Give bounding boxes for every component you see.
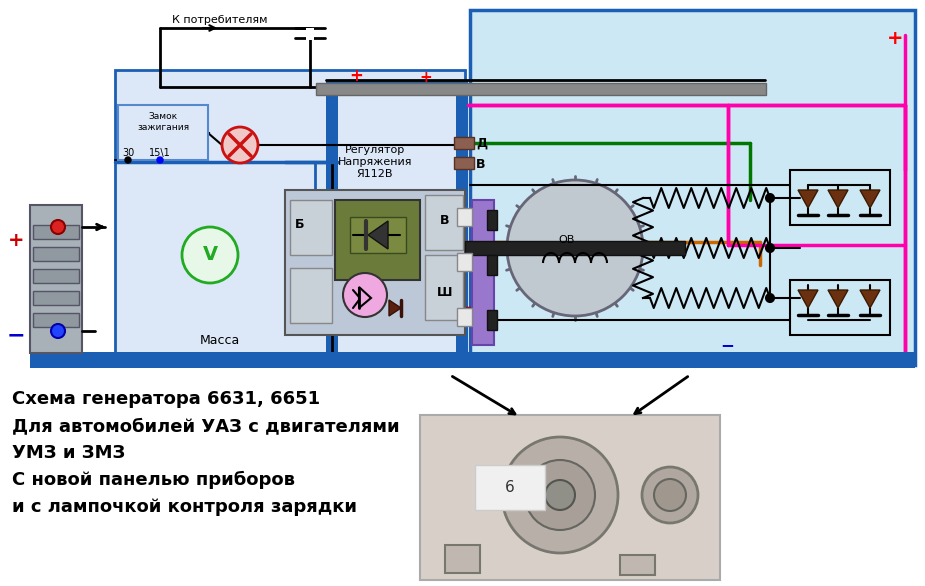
Bar — [33, 269, 79, 283]
Text: В: В — [440, 213, 450, 227]
Text: Регулятор
Напряжения
Я112В: Регулятор Напряжения Я112В — [338, 145, 413, 179]
Circle shape — [507, 180, 643, 316]
Text: −: − — [720, 336, 734, 354]
Polygon shape — [860, 290, 880, 308]
Polygon shape — [798, 290, 818, 308]
Bar — [454, 137, 474, 149]
Bar — [487, 255, 497, 275]
Text: УМЗ и ЗМЗ: УМЗ и ЗМЗ — [12, 444, 126, 462]
Bar — [456, 80, 468, 352]
Polygon shape — [389, 300, 401, 316]
Text: 30: 30 — [122, 148, 134, 158]
Text: К потребителям: К потребителям — [172, 15, 267, 25]
Bar — [335, 200, 420, 280]
Circle shape — [525, 460, 595, 530]
Circle shape — [766, 194, 774, 202]
Bar — [487, 310, 497, 330]
Bar — [290, 268, 332, 323]
Polygon shape — [828, 290, 848, 308]
Polygon shape — [368, 221, 388, 249]
Text: +: + — [349, 67, 363, 85]
Bar — [454, 157, 474, 169]
Circle shape — [343, 273, 387, 317]
Circle shape — [182, 227, 238, 283]
Text: 15\1: 15\1 — [149, 148, 171, 158]
Bar — [30, 205, 82, 353]
Text: Для автомобилей УАЗ с двигателями: Для автомобилей УАЗ с двигателями — [12, 417, 400, 435]
Bar — [790, 280, 890, 335]
Bar — [285, 190, 465, 335]
Bar — [306, 28, 314, 40]
Text: +: + — [887, 29, 903, 47]
Bar — [465, 241, 685, 255]
Circle shape — [51, 220, 65, 234]
Bar — [33, 247, 79, 261]
Text: В: В — [476, 158, 486, 172]
Bar — [326, 80, 468, 94]
Text: Замок
зажигания: Замок зажигания — [137, 113, 189, 132]
Circle shape — [766, 244, 774, 252]
Text: Б: Б — [295, 219, 304, 231]
Bar — [33, 313, 79, 327]
Circle shape — [51, 324, 65, 338]
Text: и с лампочкой контроля зарядки: и с лампочкой контроля зарядки — [12, 498, 357, 516]
Circle shape — [766, 294, 774, 302]
Polygon shape — [860, 190, 880, 208]
Text: +: + — [420, 70, 432, 86]
Bar — [472, 200, 494, 345]
Text: Д: Д — [476, 137, 487, 149]
Bar — [326, 80, 338, 352]
Bar — [487, 210, 497, 230]
Bar — [33, 225, 79, 239]
Circle shape — [125, 157, 131, 163]
Bar — [33, 291, 79, 305]
Text: Ш: Ш — [438, 287, 452, 299]
Text: С новой панелью приборов: С новой панелью приборов — [12, 471, 295, 489]
Circle shape — [222, 127, 258, 163]
Bar — [470, 10, 915, 365]
Text: +: + — [7, 230, 24, 250]
Bar — [350, 217, 406, 253]
Bar — [425, 255, 463, 320]
Bar — [457, 308, 472, 326]
Text: V: V — [203, 246, 217, 264]
Text: Схема генератора 6631, 6651: Схема генератора 6631, 6651 — [12, 390, 320, 408]
Text: 6: 6 — [505, 479, 515, 495]
Bar — [118, 105, 208, 160]
Bar — [115, 70, 465, 365]
Bar — [316, 83, 766, 95]
Circle shape — [502, 437, 618, 553]
Bar — [620, 555, 655, 575]
Bar — [445, 545, 480, 573]
Circle shape — [545, 480, 575, 510]
Circle shape — [654, 479, 686, 511]
Text: −: − — [6, 325, 25, 345]
Bar — [790, 170, 890, 225]
Text: ОВ: ОВ — [559, 235, 575, 245]
Bar — [290, 200, 332, 255]
Circle shape — [642, 467, 698, 523]
Bar — [420, 415, 720, 580]
Polygon shape — [798, 190, 818, 208]
Bar — [475, 465, 545, 510]
Bar — [30, 352, 915, 368]
Bar — [457, 208, 472, 226]
Text: Масса: Масса — [200, 333, 241, 346]
Polygon shape — [828, 190, 848, 208]
Bar — [425, 195, 463, 250]
Bar — [457, 253, 472, 271]
Circle shape — [157, 157, 163, 163]
